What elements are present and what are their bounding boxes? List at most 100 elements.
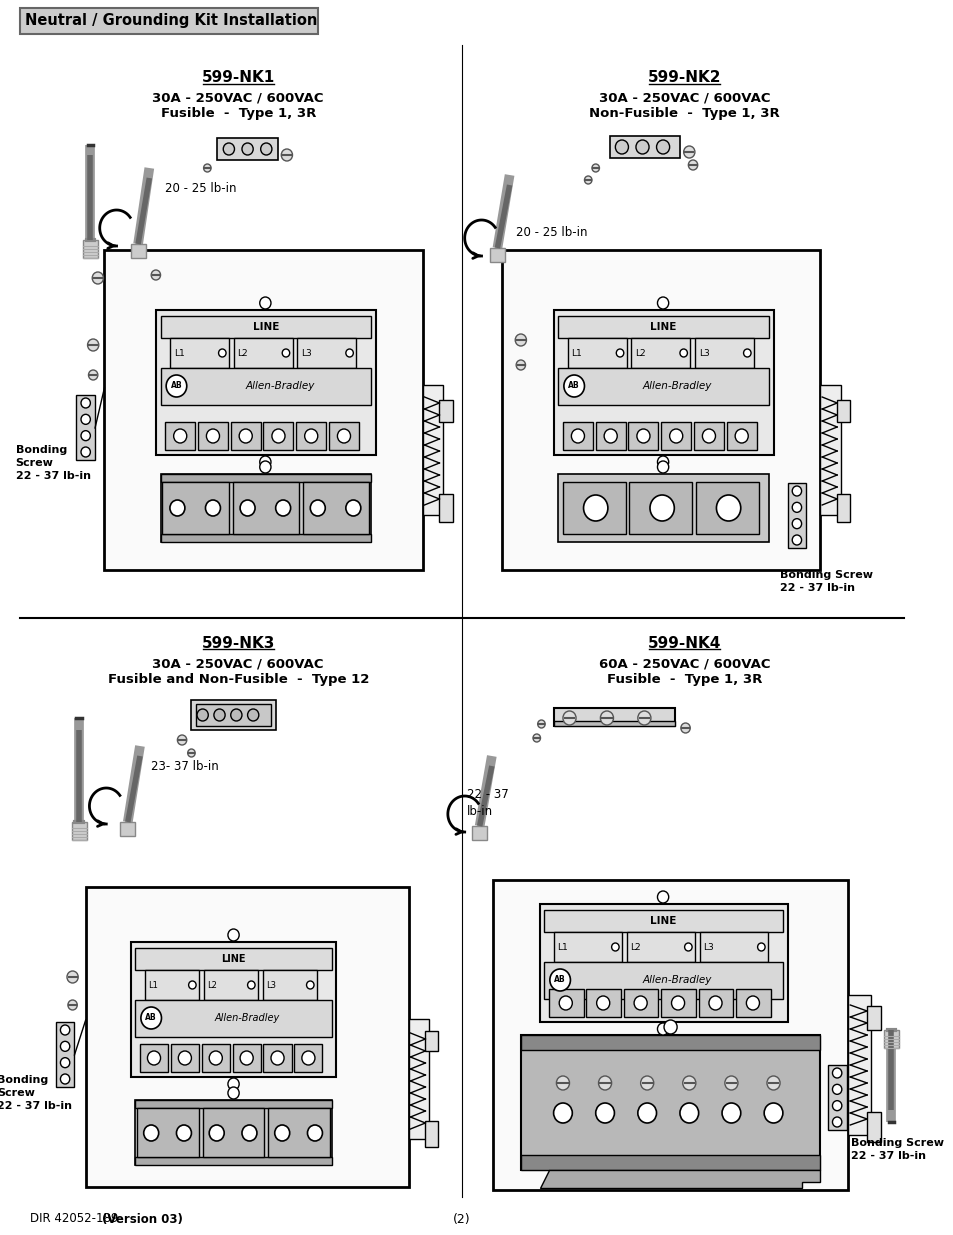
Text: Allen-Bradley: Allen-Bradley <box>245 382 314 391</box>
Text: LINE: LINE <box>650 916 676 926</box>
Bar <box>820 385 840 515</box>
Circle shape <box>634 995 646 1010</box>
Text: 30A - 250VAC / 600VAC: 30A - 250VAC / 600VAC <box>152 91 324 105</box>
Text: Non-Fusible  -  Type 1, 3R: Non-Fusible - Type 1, 3R <box>589 106 780 120</box>
Polygon shape <box>539 1170 820 1188</box>
Circle shape <box>656 140 669 154</box>
Bar <box>104 249 422 571</box>
Bar <box>660 422 690 450</box>
Text: (2): (2) <box>453 1213 470 1225</box>
Bar <box>472 826 487 840</box>
Circle shape <box>832 1100 841 1110</box>
Bar <box>296 422 326 450</box>
Circle shape <box>516 359 525 370</box>
Circle shape <box>337 429 350 443</box>
Bar <box>490 248 504 262</box>
Circle shape <box>515 333 526 346</box>
Bar <box>201 1044 230 1072</box>
Circle shape <box>657 1023 668 1035</box>
Bar <box>135 1100 332 1165</box>
Bar <box>160 534 371 542</box>
Circle shape <box>148 1051 160 1065</box>
Text: Bonding
Screw
22 - 37 lb-in: Bonding Screw 22 - 37 lb-in <box>0 1074 71 1112</box>
Bar <box>520 1035 820 1050</box>
Bar <box>698 989 733 1016</box>
Circle shape <box>596 995 609 1010</box>
Bar <box>695 482 758 534</box>
Circle shape <box>735 429 747 443</box>
Circle shape <box>791 487 801 496</box>
Bar <box>263 422 294 450</box>
Circle shape <box>563 375 584 396</box>
Circle shape <box>173 429 187 443</box>
Circle shape <box>242 143 253 156</box>
Circle shape <box>708 995 721 1010</box>
Bar <box>329 422 358 450</box>
Circle shape <box>640 1076 653 1091</box>
Text: 20 - 25 lb-in: 20 - 25 lb-in <box>516 226 587 238</box>
Text: AB: AB <box>568 382 579 390</box>
Text: 30A - 250VAC / 600VAC: 30A - 250VAC / 600VAC <box>598 91 770 105</box>
Bar <box>86 887 408 1187</box>
Circle shape <box>81 398 91 408</box>
Bar <box>553 721 675 726</box>
Circle shape <box>260 143 272 156</box>
Circle shape <box>231 709 242 721</box>
Circle shape <box>757 944 764 951</box>
Bar <box>553 932 621 962</box>
Bar <box>827 1065 845 1130</box>
Text: LINE: LINE <box>650 322 676 332</box>
Circle shape <box>281 149 293 161</box>
Circle shape <box>671 995 684 1010</box>
Text: L1: L1 <box>557 942 567 951</box>
Circle shape <box>657 461 668 473</box>
Circle shape <box>248 981 254 989</box>
Circle shape <box>209 1125 224 1141</box>
Bar <box>699 932 767 962</box>
Circle shape <box>598 1076 611 1091</box>
Circle shape <box>669 429 682 443</box>
Circle shape <box>683 146 694 158</box>
Bar <box>631 338 690 368</box>
Bar <box>694 338 753 368</box>
Bar <box>520 1035 820 1170</box>
Bar <box>55 1023 74 1087</box>
Circle shape <box>721 1103 740 1123</box>
Text: Allen-Bradley: Allen-Bradley <box>642 974 712 986</box>
Circle shape <box>304 429 317 443</box>
Bar <box>160 368 371 405</box>
Circle shape <box>637 429 649 443</box>
Circle shape <box>832 1084 841 1094</box>
Circle shape <box>649 495 674 521</box>
Bar <box>294 1044 322 1072</box>
Bar <box>520 1155 820 1170</box>
Circle shape <box>213 709 225 721</box>
Circle shape <box>275 500 291 516</box>
Text: 20 - 25 lb-in: 20 - 25 lb-in <box>165 182 236 194</box>
Circle shape <box>166 375 187 396</box>
Circle shape <box>272 429 285 443</box>
Text: L1: L1 <box>571 348 581 357</box>
Circle shape <box>60 1025 70 1035</box>
Bar <box>131 942 336 1077</box>
Circle shape <box>636 140 648 154</box>
Circle shape <box>584 177 592 184</box>
Bar <box>626 932 694 962</box>
Bar <box>609 136 679 158</box>
Circle shape <box>745 995 759 1010</box>
Bar <box>425 1121 438 1147</box>
Bar <box>501 249 820 571</box>
Circle shape <box>301 1051 314 1065</box>
Bar <box>553 708 675 726</box>
Circle shape <box>684 944 691 951</box>
Bar <box>192 700 275 730</box>
Text: 599-NK2: 599-NK2 <box>647 70 720 85</box>
Bar <box>439 400 452 422</box>
Circle shape <box>240 500 254 516</box>
Circle shape <box>88 338 99 351</box>
Circle shape <box>537 720 544 727</box>
Text: 599-NK4: 599-NK4 <box>647 636 720 651</box>
Circle shape <box>228 1078 239 1091</box>
Text: L2: L2 <box>207 981 217 989</box>
Circle shape <box>67 971 78 983</box>
